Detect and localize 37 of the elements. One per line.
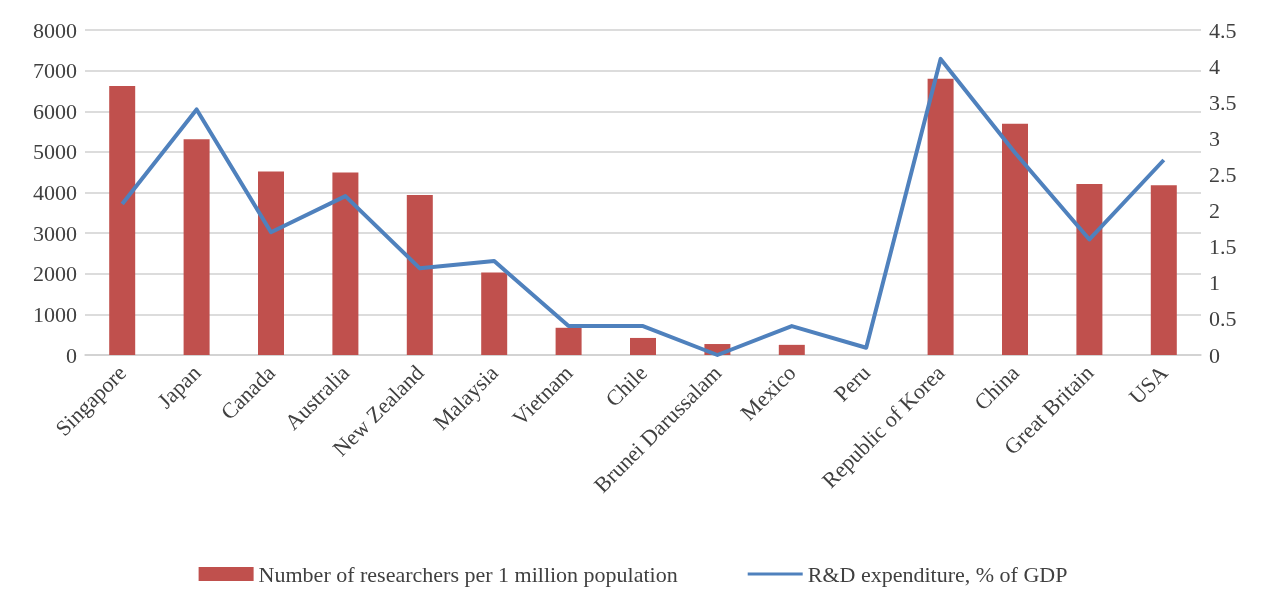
y2-tick-label: 0.5: [1209, 306, 1237, 332]
bar: [109, 86, 136, 355]
bar: [332, 172, 359, 355]
y-tick-label: 5000: [33, 139, 77, 165]
bar: [555, 327, 582, 355]
y-tick-label: 4000: [33, 180, 77, 205]
y2-tick-label: 0: [1209, 342, 1220, 368]
line-series: [120, 56, 1166, 357]
x-tick-label: USA: [1123, 360, 1173, 409]
bar: [927, 78, 954, 355]
y2-tick-label: 1.5: [1209, 234, 1237, 260]
bar: [1076, 183, 1103, 355]
y-tick-label: 7000: [33, 58, 77, 84]
bar: [258, 171, 284, 355]
legend-label: R&D expenditure, % of GDP: [807, 561, 1068, 587]
y-tick-label: 1000: [33, 301, 77, 327]
bar: [1150, 185, 1177, 355]
y-tick-label: 3000: [33, 220, 77, 246]
y-tick-label: 6000: [33, 98, 77, 124]
y2-tick-label: 4.5: [1209, 17, 1237, 43]
y-tick-label: 0: [66, 342, 77, 368]
y2-tick-label: 3: [1209, 125, 1220, 151]
y-tick-label: 8000: [33, 17, 77, 43]
bar: [778, 344, 805, 355]
y2-tick-label: 3.5: [1209, 89, 1237, 115]
bar: [183, 139, 210, 355]
x-tick-label: Peru: [828, 360, 876, 407]
bar: [406, 194, 433, 355]
legend-label: Number of researchers per 1 million population: [258, 561, 678, 587]
bar: [1002, 123, 1028, 355]
bar: [630, 337, 656, 355]
y2-tick-label: 2.5: [1209, 161, 1237, 187]
y2-tick-label: 1: [1209, 270, 1220, 296]
y2-tick-label: 2: [1209, 198, 1220, 224]
y-tick-label: 2000: [33, 261, 77, 287]
y2-tick-label: 4: [1209, 53, 1220, 79]
bar: [481, 272, 508, 355]
